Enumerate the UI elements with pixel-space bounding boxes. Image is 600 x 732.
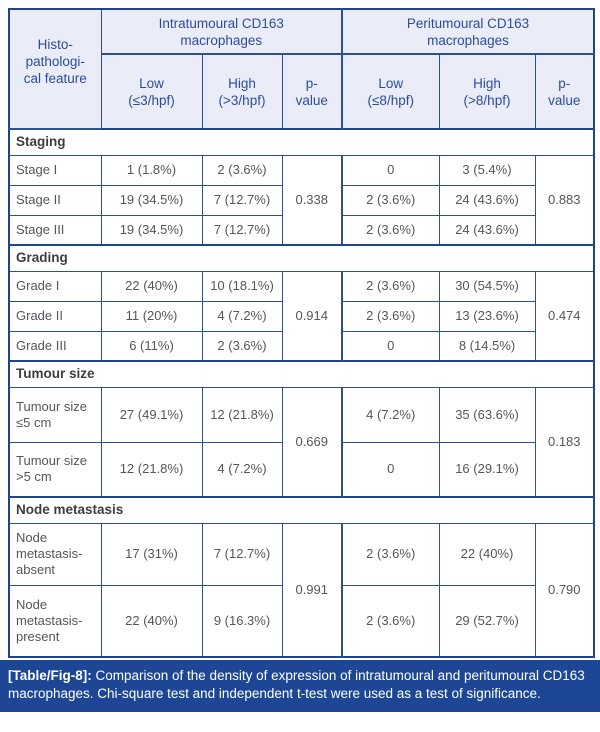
table-row: Node metastasis- present 22 (40%) 9 (16.… <box>8 584 594 658</box>
value-cell: 1 (1.8%) <box>100 154 203 186</box>
value-cell: 3 (5.4%) <box>438 154 536 186</box>
group-header-row: Histo- pathologi- cal feature Intratumou… <box>8 8 595 130</box>
feature-cell: Node metastasis- present <box>8 584 102 658</box>
feature-column-header: Histo- pathologi- cal feature <box>8 8 102 130</box>
value-cell: 24 (43.6%) <box>438 184 536 216</box>
group-header-peritumoural: Peritumoural CD163 macrophages <box>340 8 595 55</box>
feature-cell: Stage III <box>8 214 102 246</box>
p-value-cell-peri: 0.474 <box>534 270 595 362</box>
table-row: Stage I 1 (1.8%) 2 (3.6%) 0.338 0 3 (5.4… <box>8 154 595 246</box>
value-cell: 22 (40%) <box>438 522 536 586</box>
section-title: Tumour size <box>8 360 595 388</box>
feature-cell: Node metastasis- absent <box>8 522 102 586</box>
value-cell: 27 (49.1%) <box>100 386 203 443</box>
value-cell: 2 (3.6%) <box>201 330 283 362</box>
value-cell: 19 (34.5%) <box>100 214 203 246</box>
value-cell: 8 (14.5%) <box>438 330 536 362</box>
value-cell: 12 (21.8%) <box>201 386 283 443</box>
value-cell: 0 <box>341 154 440 186</box>
section-title-row: Grading <box>8 244 595 272</box>
section-grading: Grading Grade I 22 (40%) 10 (18.1%) 0.91… <box>8 244 595 362</box>
comparison-table: Histo- pathologi- cal feature Intratumou… <box>8 8 596 658</box>
value-cell: 4 (7.2%) <box>341 386 440 443</box>
table-row: Tumour size ≤5 cm 27 (49.1%) 12 (21.8%) … <box>8 386 595 498</box>
section-staging: Staging Stage I 1 (1.8%) 2 (3.6%) 0.338 … <box>8 128 595 246</box>
feature-cell: Tumour size ≤5 cm <box>8 386 102 443</box>
value-cell: 2 (3.6%) <box>341 214 440 246</box>
feature-cell: Grade III <box>8 330 102 362</box>
section-tumour-size: Tumour size Tumour size ≤5 cm 27 (49.1%)… <box>8 360 595 498</box>
section-title-row: Node metastasis <box>8 496 595 524</box>
value-cell: 2 (3.6%) <box>341 522 440 586</box>
value-cell: 35 (63.6%) <box>438 386 536 443</box>
column-header-peri-low: Low (≤8/hpf) <box>341 53 440 130</box>
feature-cell: Grade I <box>8 270 102 302</box>
p-value-cell-intra: 0.914 <box>281 270 343 362</box>
value-cell: 0 <box>341 441 440 498</box>
value-cell: 11 (20%) <box>100 300 203 332</box>
table-container: Histo- pathologi- cal feature Intratumou… <box>8 8 596 658</box>
feature-cell: Stage I <box>8 154 102 186</box>
value-cell: 19 (34.5%) <box>100 184 203 216</box>
value-cell: 7 (12.7%) <box>201 522 283 586</box>
value-cell: 16 (29.1%) <box>438 441 536 498</box>
p-value-cell-peri: 0.183 <box>534 386 595 498</box>
section-title: Grading <box>8 244 595 272</box>
value-cell: 10 (18.1%) <box>201 270 283 302</box>
value-cell: 0 <box>341 330 440 362</box>
value-cell: 2 (3.6%) <box>341 184 440 216</box>
value-cell: 7 (12.7%) <box>201 214 283 246</box>
column-header-intra-high: High (>3/hpf) <box>201 53 283 130</box>
column-header-peri-pvalue: p- value <box>534 53 595 130</box>
feature-cell: Grade II <box>8 300 102 332</box>
feature-cell: Stage II <box>8 184 102 216</box>
column-header-intra-low: Low (≤3/hpf) <box>100 53 203 130</box>
p-value-cell-peri: 0.790 <box>534 522 595 658</box>
value-cell: 17 (31%) <box>100 522 203 586</box>
column-header-intra-pvalue: p- value <box>281 53 343 130</box>
value-cell: 6 (11%) <box>100 330 203 362</box>
value-cell: 2 (3.6%) <box>341 584 440 658</box>
p-value-cell-intra: 0.991 <box>281 522 343 658</box>
p-value-cell-intra: 0.669 <box>281 386 343 498</box>
section-node-metastasis: Node metastasis Node metastasis- absent … <box>8 496 595 658</box>
value-cell: 9 (16.3%) <box>201 584 283 658</box>
value-cell: 30 (54.5%) <box>438 270 536 302</box>
value-cell: 13 (23.6%) <box>438 300 536 332</box>
value-cell: 2 (3.6%) <box>201 154 283 186</box>
group-header-intratumoural: Intratumoural CD163 macrophages <box>100 8 343 55</box>
table-row: Stage II 19 (34.5%) 7 (12.7%) 2 (3.6%) 2… <box>8 184 594 216</box>
section-title: Staging <box>8 128 595 156</box>
p-value-cell-peri: 0.883 <box>534 154 595 246</box>
column-header-peri-high: High (>8/hpf) <box>438 53 536 130</box>
table-caption: [Table/Fig-8]: Comparison of the density… <box>0 660 600 712</box>
table-row: Node metastasis- absent 17 (31%) 7 (12.7… <box>8 522 595 658</box>
feature-cell: Tumour size >5 cm <box>8 441 102 498</box>
value-cell: 2 (3.6%) <box>341 300 440 332</box>
table-row: Grade I 22 (40%) 10 (18.1%) 0.914 2 (3.6… <box>8 270 595 362</box>
sub-header-row: Low (≤3/hpf) High (>3/hpf) p- value Low … <box>9 53 595 130</box>
caption-label: [Table/Fig-8]: <box>8 668 92 683</box>
value-cell: 7 (12.7%) <box>201 184 283 216</box>
value-cell: 12 (21.8%) <box>100 441 203 498</box>
section-title: Node metastasis <box>8 496 595 524</box>
value-cell: 2 (3.6%) <box>341 270 440 302</box>
table-header: Histo- pathologi- cal feature Intratumou… <box>8 8 595 130</box>
p-value-cell-intra: 0.338 <box>281 154 343 246</box>
section-title-row: Tumour size <box>8 360 595 388</box>
caption-text: Comparison of the density of expression … <box>8 668 585 701</box>
value-cell: 22 (40%) <box>100 584 203 658</box>
section-title-row: Staging <box>8 128 595 156</box>
table-row: Grade III 6 (11%) 2 (3.6%) 0 8 (14.5%) <box>8 330 594 362</box>
value-cell: 22 (40%) <box>100 270 203 302</box>
value-cell: 24 (43.6%) <box>438 214 536 246</box>
table-row: Tumour size >5 cm 12 (21.8%) 4 (7.2%) 0 … <box>8 441 594 498</box>
value-cell: 4 (7.2%) <box>201 300 283 332</box>
value-cell: 4 (7.2%) <box>201 441 283 498</box>
value-cell: 29 (52.7%) <box>438 584 536 658</box>
